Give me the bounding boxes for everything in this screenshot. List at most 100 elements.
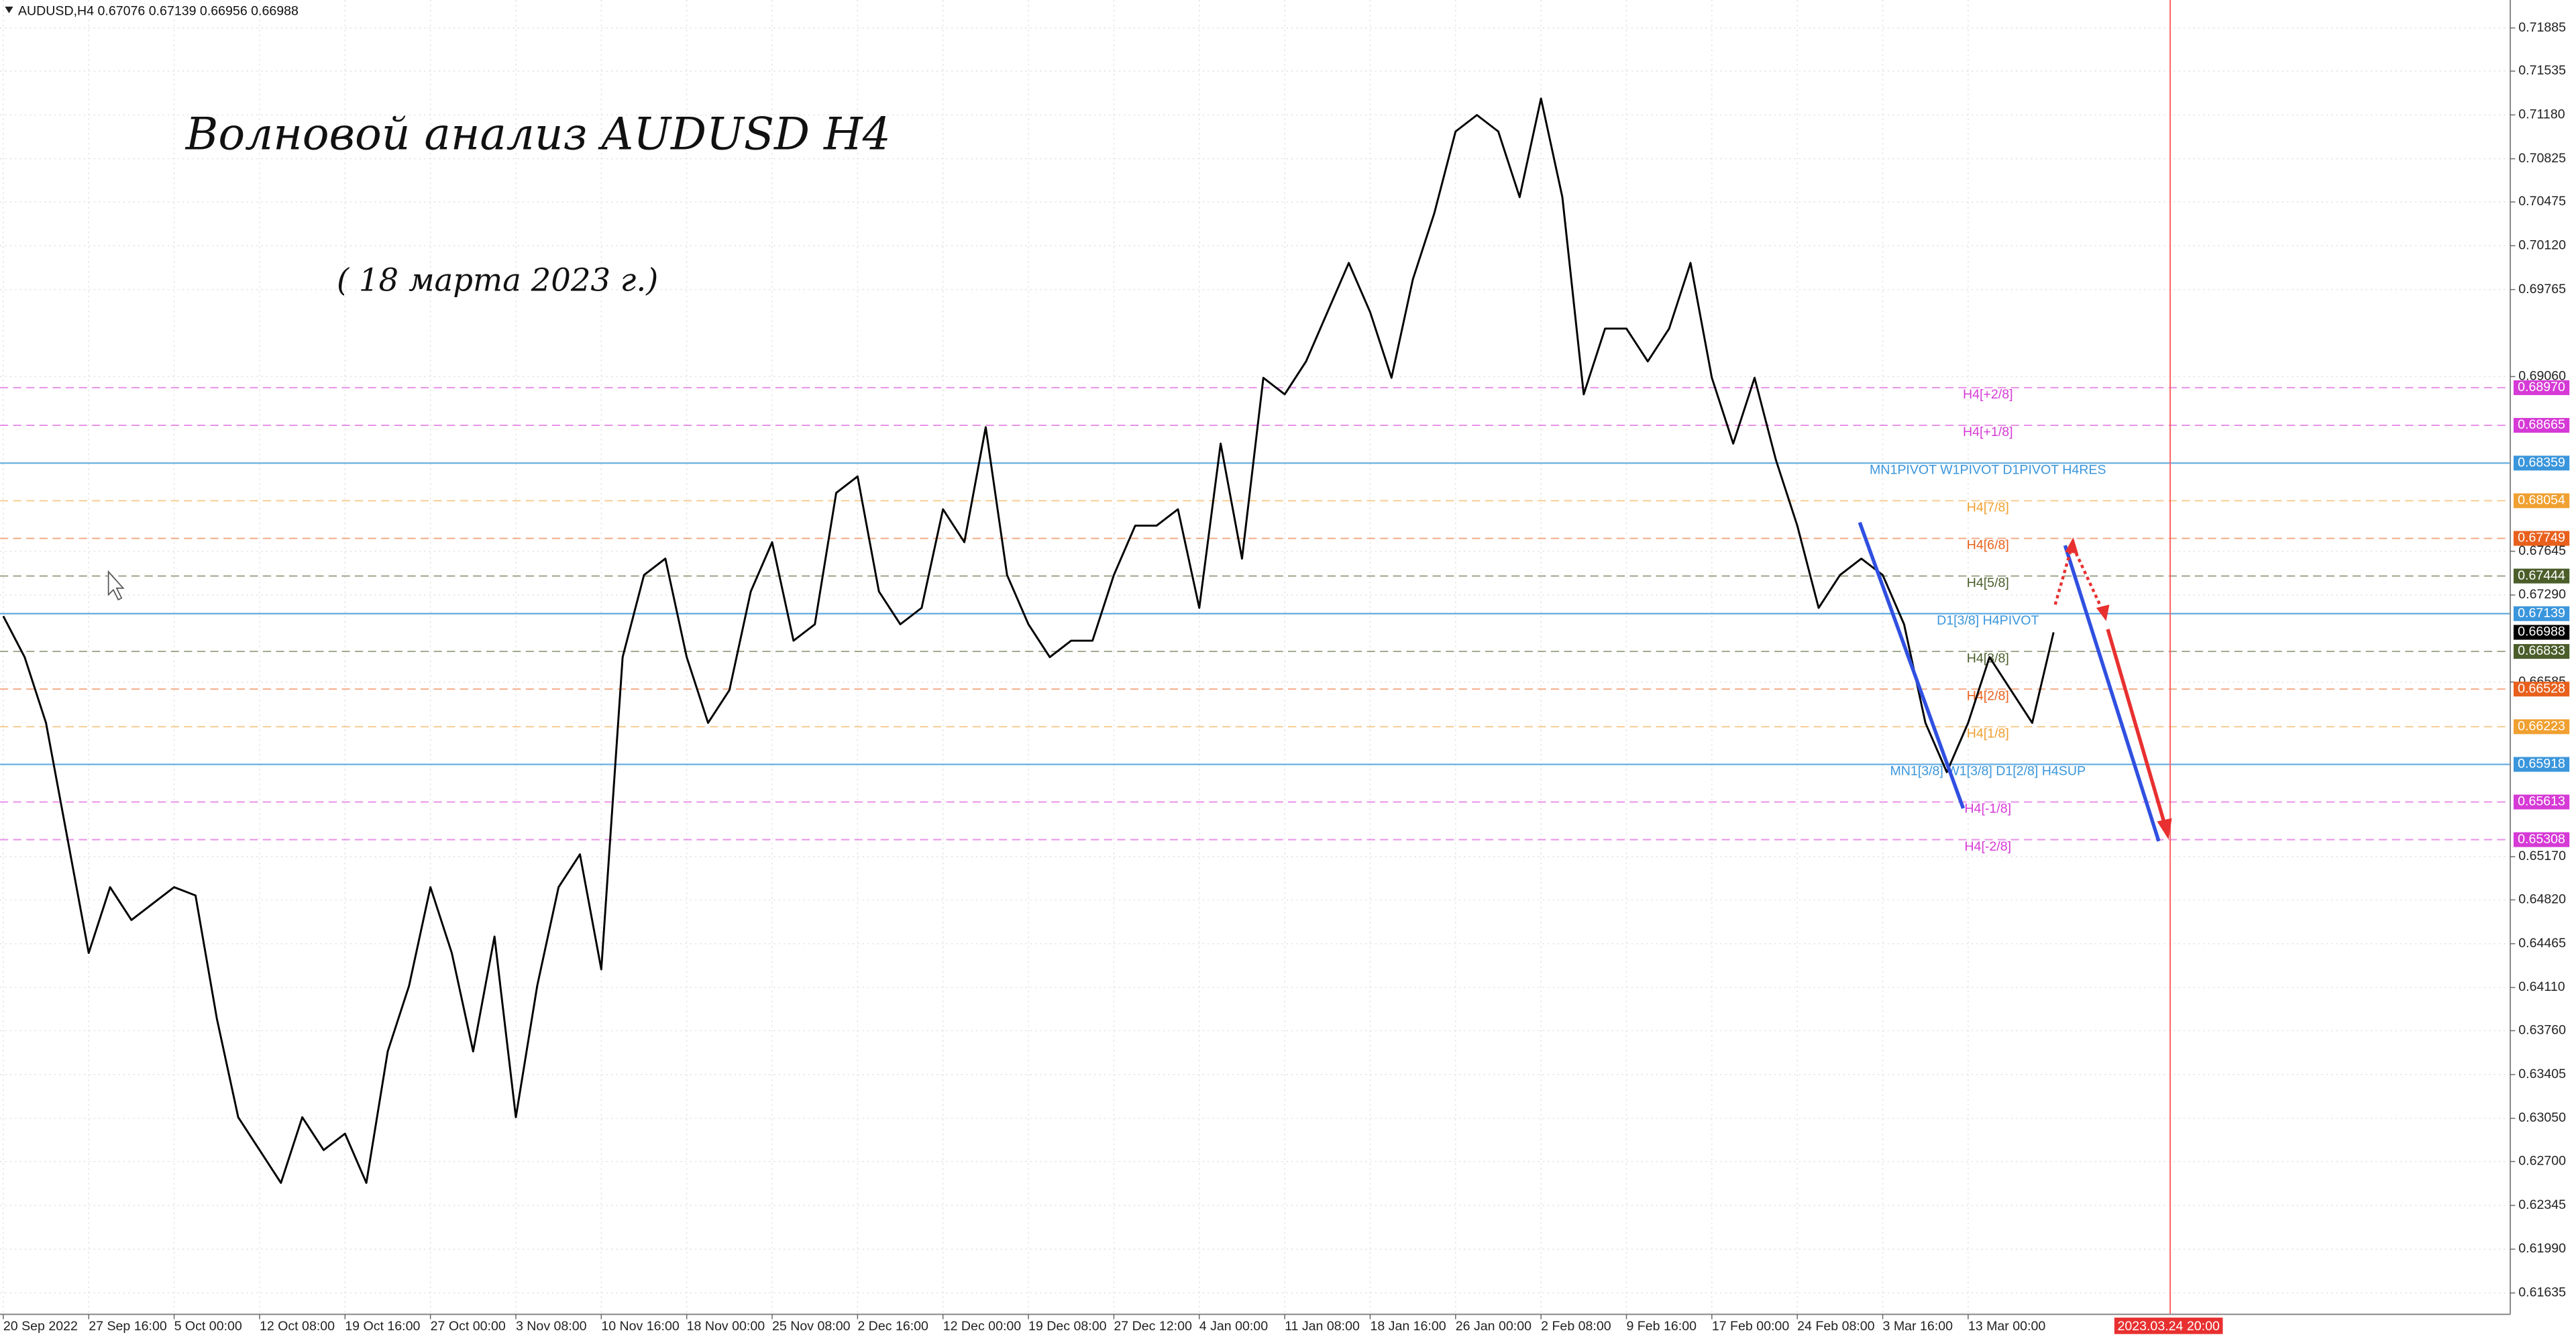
level-tag	[2513, 606, 2570, 621]
price-line	[2, 97, 2055, 1184]
level-tag	[2513, 719, 2570, 735]
y-tick-label: 0.69060	[2518, 369, 2566, 384]
wave-line	[1858, 521, 1966, 809]
y-tick-label: 0.64820	[2518, 892, 2566, 907]
level-tag-label: 0.67139	[2518, 606, 2565, 621]
level-name: H4[6/8]	[1967, 538, 2009, 553]
x-tick-label: 2 Feb 08:00	[1541, 1319, 1611, 1334]
x-tick-label: 9 Feb 16:00	[1626, 1319, 1697, 1334]
y-tick-label: 0.69765	[2518, 282, 2566, 297]
arrow-head	[2096, 604, 2110, 621]
x-tick-label: 27 Oct 00:00	[431, 1319, 506, 1334]
x-tick-label: 12 Dec 00:00	[943, 1319, 1022, 1334]
mouse-cursor	[107, 570, 125, 601]
x-tick-label: 11 Jan 08:00	[1285, 1319, 1360, 1334]
levels: H4[+2/8] H4[+1/8] MN1PIVOT W1PIVOT D1PIVOT…	[0, 386, 2511, 854]
level-tag	[2513, 493, 2570, 508]
level-tag-label: 0.68359	[2518, 455, 2565, 470]
y-tick-label: 0.63405	[2518, 1067, 2566, 1081]
level-name: H4[3/8]	[1967, 651, 2009, 665]
x-tick-label: 17 Feb 00:00	[1712, 1319, 1789, 1334]
level-tag	[2513, 682, 2570, 697]
wave-line	[2063, 545, 2161, 842]
level-name: H4[-1/8]	[1964, 802, 2011, 816]
level-tag-label: 0.68054	[2518, 493, 2565, 508]
forecast-arrow	[2106, 629, 2167, 827]
x-tick-label: 20 Sep 2022	[3, 1319, 78, 1334]
level-tag	[2513, 794, 2570, 810]
level-name: MN1PIVOT W1PIVOT D1PIVOT H4RES	[1870, 463, 2106, 478]
x-tick-label: 12 Oct 08:00	[260, 1319, 335, 1334]
chart-title: Волновой анализ AUDUSD H4	[185, 109, 891, 160]
arrow-head	[2157, 818, 2172, 840]
level-name: H4[2/8]	[1967, 688, 2009, 703]
chart-header: AUDUSD,H4 0.67076 0.67139 0.66956 0.6698…	[18, 3, 299, 18]
level-name: D1[3/8] H4PIVOT	[1937, 613, 2039, 628]
x-tick-label: 3 Mar 16:00	[1883, 1319, 1953, 1334]
level-tag-label: 0.66833	[2518, 643, 2565, 658]
x-tick-label: 10 Nov 16:00	[601, 1319, 680, 1334]
time-marker-label: 2023.03.24 20:00	[2117, 1319, 2220, 1334]
x-tick-label: 13 Mar 00:00	[1968, 1319, 2045, 1334]
y-tick-label: 0.61635	[2518, 1285, 2566, 1300]
x-tick-label: 19 Oct 16:00	[345, 1319, 420, 1334]
level-tag-label: 0.65613	[2518, 794, 2565, 809]
x-tick-label: 18 Nov 00:00	[687, 1319, 765, 1334]
level-tag-label: 0.68970	[2518, 380, 2565, 394]
level-tag-label: 0.68665	[2518, 417, 2565, 432]
y-tick-label: 0.67645	[2518, 543, 2566, 558]
level-tag	[2513, 757, 2570, 772]
level-tag	[2513, 568, 2570, 584]
y-tick-label: 0.64110	[2518, 979, 2565, 994]
y-tick-label: 0.70825	[2518, 151, 2566, 166]
level-tag	[2513, 418, 2570, 433]
x-tick-label: 18 Jan 16:00	[1370, 1319, 1446, 1334]
level-name: H4[+2/8]	[1963, 387, 2013, 402]
y-tick-label: 0.63760	[2518, 1023, 2566, 1038]
x-tick-label: 27 Dec 12:00	[1114, 1319, 1192, 1334]
level-tag-label: 0.66528	[2518, 681, 2565, 696]
y-tick-label: 0.71885	[2518, 20, 2566, 35]
y-tick-label: 0.71180	[2518, 107, 2565, 121]
level-tag	[2513, 531, 2570, 546]
time-marker-tag	[2114, 1318, 2223, 1334]
x-tick-label: 19 Dec 08:00	[1028, 1319, 1107, 1334]
level-tag-label: 0.65918	[2518, 757, 2565, 771]
y-tick-label: 0.64465	[2518, 936, 2566, 951]
level-tag-label: 0.67444	[2518, 568, 2565, 583]
x-tick-label: 25 Nov 08:00	[772, 1319, 851, 1334]
y-tick-label: 0.65170	[2518, 849, 2566, 863]
level-name: MN1[3/8] W1[3/8] D1[2/8] H4SUP	[1890, 764, 2086, 779]
current-price-tag	[2513, 625, 2570, 640]
level-name: H4[5/8]	[1967, 576, 2009, 590]
y-tick-label: 0.71535	[2518, 63, 2566, 78]
chart-subtitle: ( 18 марта 2023 г.)	[337, 262, 658, 298]
x-tick-label: 4 Jan 00:00	[1199, 1319, 1268, 1334]
level-name: H4[1/8]	[1967, 726, 2009, 741]
x-tick-label: 3 Nov 08:00	[516, 1319, 587, 1334]
current-price-label: 0.66988	[2518, 625, 2565, 639]
level-name: H4[-2/8]	[1964, 839, 2011, 854]
level-tag	[2513, 456, 2570, 471]
axes: 0.71885 0.71535 0.71180 0.70825 0.70475 0.701…	[3, 20, 2570, 1334]
x-tick-label: 2 Dec 16:00	[857, 1319, 928, 1334]
level-tag	[2513, 832, 2570, 847]
x-tick-label: 24 Feb 08:00	[1797, 1319, 1874, 1334]
x-tick-label: 27 Sep 16:00	[89, 1319, 167, 1334]
level-name: H4[+1/8]	[1963, 425, 2013, 439]
y-tick-label: 0.70475	[2518, 194, 2566, 209]
level-tag	[2513, 644, 2570, 659]
y-tick-label: 0.62345	[2518, 1197, 2566, 1212]
series	[2, 97, 2055, 1184]
y-tick-label: 0.63050	[2518, 1110, 2566, 1125]
y-tick-label: 0.70120	[2518, 238, 2566, 253]
y-tick-label: 0.61990	[2518, 1241, 2566, 1256]
forecast-arrow	[2072, 546, 2104, 612]
x-tick-label: 5 Oct 00:00	[174, 1319, 242, 1334]
level-tag-label: 0.65308	[2518, 832, 2565, 847]
level-tag-label: 0.67749	[2518, 531, 2565, 545]
y-tick-label: 0.62700	[2518, 1154, 2566, 1169]
x-tick-label: 26 Jan 00:00	[1456, 1319, 1532, 1334]
